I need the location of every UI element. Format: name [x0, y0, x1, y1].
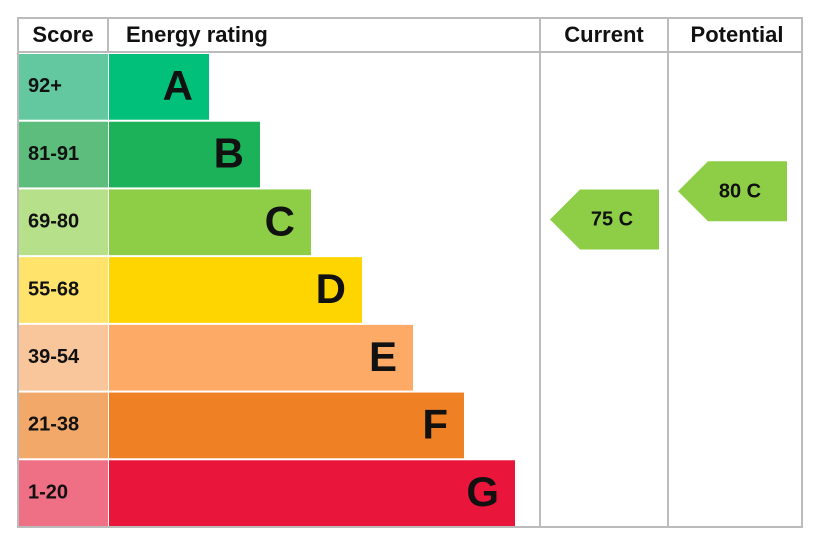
score-label: 55-68 — [28, 278, 79, 300]
score-label: 21-38 — [28, 414, 79, 436]
rating-arrow-label: 75 C — [591, 209, 633, 231]
rating-bar — [109, 121, 260, 188]
score-label: 1-20 — [28, 481, 68, 503]
score-label: 92+ — [28, 75, 62, 97]
rating-bar — [109, 392, 464, 459]
score-label: 69-80 — [28, 211, 79, 233]
header: Score — [32, 22, 93, 47]
score-cell — [19, 189, 108, 256]
rating-letter: A — [163, 62, 193, 109]
rating-arrow-label: 80 C — [719, 181, 761, 203]
score-cell — [19, 392, 108, 459]
rating-bar — [109, 54, 209, 120]
rating-letter: B — [214, 130, 244, 177]
rating-bar — [109, 257, 362, 323]
score-cell — [19, 121, 108, 188]
rating-letter: F — [422, 401, 448, 448]
header: Energy rating — [126, 22, 268, 47]
score-cell — [19, 54, 108, 120]
score-cell — [19, 324, 108, 391]
rating-bar — [109, 460, 515, 526]
score-cell — [19, 257, 108, 323]
score-label: 39-54 — [28, 346, 80, 368]
header: Current — [564, 22, 644, 47]
rating-letter: E — [369, 333, 397, 380]
rating-arrow — [550, 189, 659, 250]
rating-bar — [109, 324, 413, 391]
rating-bar — [109, 189, 311, 256]
score-label: 81-91 — [28, 143, 79, 165]
rating-letter: G — [466, 468, 499, 515]
score-cell — [19, 460, 108, 526]
header: Potential — [691, 22, 784, 47]
rating-letter: D — [316, 265, 346, 312]
rating-letter: C — [265, 197, 295, 244]
rating-arrow — [678, 161, 787, 222]
